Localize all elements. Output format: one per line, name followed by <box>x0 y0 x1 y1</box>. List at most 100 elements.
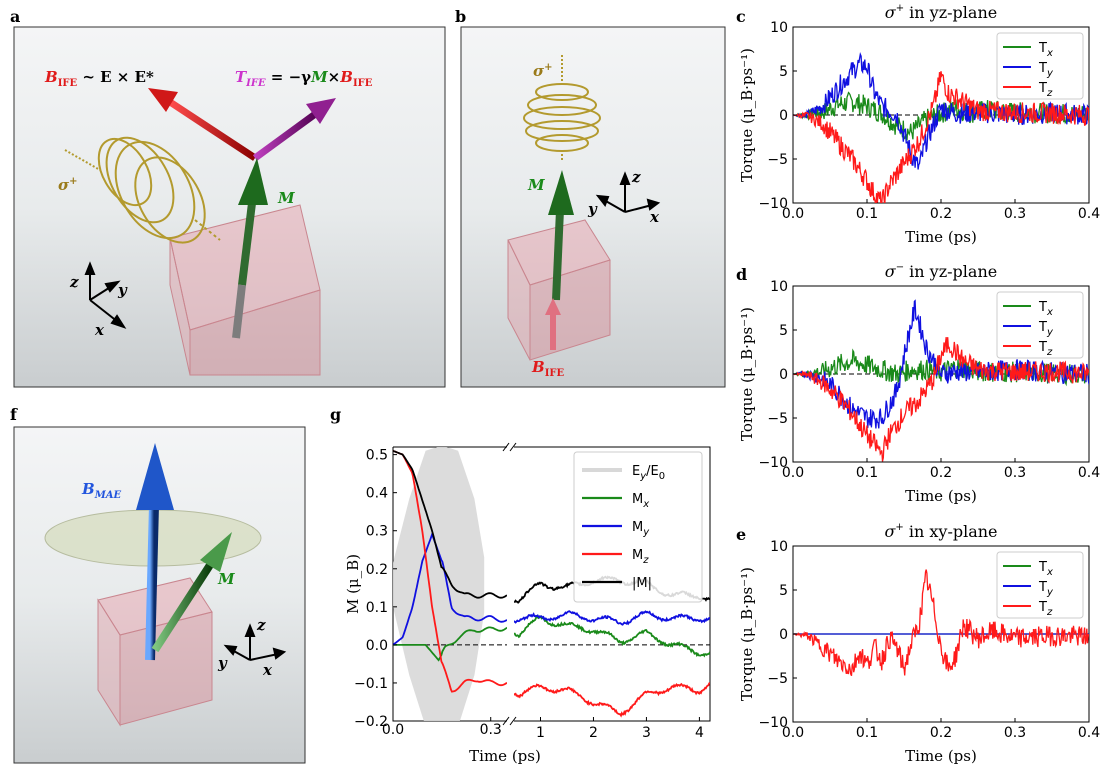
scene-f-m-arrow-icon <box>151 532 232 653</box>
chart-g-legend-label-4: |M| <box>632 576 652 591</box>
panel-label-a: a <box>10 7 20 26</box>
chart-c-series-y <box>793 52 1089 170</box>
chart-e-series-z <box>793 569 1089 677</box>
chart-e-xtick-label: 0.4 <box>1078 725 1100 741</box>
chart-c-xtick-label: 0.2 <box>930 206 952 222</box>
chart-c-series-x <box>793 91 1089 141</box>
chart-c-xtick-label: 0.0 <box>782 206 804 222</box>
chart-d-legend: Tx Ty Tz <box>996 291 1084 359</box>
chart-d-ytick-label: 0 <box>779 367 788 383</box>
scene-b: σ+ M BIFE z y x <box>460 26 726 388</box>
chart-c-legend-label-y: Ty <box>1038 61 1054 79</box>
scene-f-m-label: M <box>217 570 235 588</box>
scene-b-cube-left <box>507 239 531 361</box>
chart-g-xtick-label: 0.3 <box>480 722 502 738</box>
chart-e-xtick-label: 0.2 <box>930 725 952 741</box>
chart-d-ytick-label: −5 <box>767 411 788 427</box>
chart-c-xtick-label: 0.1 <box>856 206 878 222</box>
chart-e-legend-label-y: Ty <box>1038 580 1054 598</box>
chart-c-xtick-label: 0.4 <box>1078 206 1100 222</box>
chart-c-title: σ+ in yz-plane <box>885 3 997 22</box>
panel-label-f: f <box>10 405 18 424</box>
scene-f-bmae-label: BMAE <box>81 480 122 501</box>
chart-g-series-y-left <box>393 532 507 646</box>
chart-g-legend: Ey/E0 Mx My Mz |M| <box>573 451 703 603</box>
scene-b-m-label: M <box>527 176 545 194</box>
chart-d-xtick-label: 0.1 <box>856 465 878 481</box>
scene-a-cube-left <box>169 237 191 376</box>
chart-d-title: σ− in yz-plane <box>885 262 997 281</box>
chart-c-legend-label-x: Tx <box>1038 41 1053 59</box>
chart-c-ylabel: Torque (μ_B·ps⁻¹) <box>738 48 756 182</box>
chart-g-legend-label-0: Ey/E0 <box>632 464 665 482</box>
chart-d: σ− in yz-plane Time (ps) Torque (μ_B·ps⁻… <box>738 262 1100 505</box>
chart-c-series-z <box>793 71 1089 203</box>
chart-g-xtick-label: 1 <box>536 725 545 741</box>
chart-e-legend-label-x: Tx <box>1038 560 1053 578</box>
chart-g-ytick-label: 0.0 <box>366 638 388 654</box>
chart-d-legend-box <box>996 291 1084 359</box>
chart-g: Time (ps) M (μ_B) 0.5 0.4 0.3 0.2 0.1 0.0 −0.1… <box>344 442 711 765</box>
panel-label-b: b <box>455 7 466 26</box>
scene-f-cube-left <box>97 598 121 727</box>
chart-g-legend-label-2: My <box>632 520 650 538</box>
panel-label-d: d <box>736 265 747 284</box>
scene-f-axes-icon <box>223 623 287 661</box>
chart-e-xlabel: Time (ps) <box>905 747 977 765</box>
panel-label-c: c <box>736 7 746 26</box>
chart-g-series-x-left <box>393 626 507 662</box>
tife-arrow-icon <box>252 98 336 161</box>
chart-c-ytick-label: 10 <box>770 20 788 36</box>
chart-g-ytick-label: −0.2 <box>354 714 388 730</box>
chart-g-ytick-label: 0.4 <box>366 486 388 502</box>
chart-g-series-z-left <box>393 449 507 693</box>
scene-a-bife-label: BIFE ~ E × E* <box>44 68 154 89</box>
chart-g-series-x-right <box>514 614 710 658</box>
chart-e-ytick-label: −5 <box>767 671 788 687</box>
m-arrow-icon <box>232 158 268 339</box>
chart-g-xtick-label: 3 <box>642 725 651 741</box>
chart-g-ytick-label: 0.2 <box>366 562 388 578</box>
chart-c-ticks: 0.0 0.1 0.2 0.3 0.4 10 5 0 −5 −10 <box>758 20 1100 222</box>
chart-d-xtick-label: 0.3 <box>1004 465 1026 481</box>
chart-g-ytick-label: 0.5 <box>366 448 388 464</box>
chart-c-legend: Tx Ty Tz <box>996 32 1084 100</box>
scene-f-bmae-arrow-icon <box>136 443 174 661</box>
chart-d-series-x <box>793 348 1089 387</box>
chart-e-ylabel: Torque (μ_B·ps⁻¹) <box>738 567 756 701</box>
chart-g-legend-label-1: Mx <box>632 492 649 510</box>
scene-f-axis-y: y <box>217 654 228 672</box>
scene-b-bife-arrow-icon <box>545 298 561 350</box>
scene-b-axis-z: z <box>631 168 641 186</box>
chart-c-xlabel: Time (ps) <box>905 228 977 246</box>
chart-g-field-envelope <box>393 447 485 721</box>
chart-e-xtick-label: 0.0 <box>782 725 804 741</box>
chart-g-xtick-label: 4 <box>695 725 704 741</box>
chart-e-title: σ+ in xy-plane <box>884 522 997 541</box>
chart-e-xtick-label: 0.1 <box>856 725 878 741</box>
scene-b-helix-icon <box>523 55 601 162</box>
chart-c-legend-box <box>996 32 1084 100</box>
panel-label-e: e <box>736 525 746 544</box>
chart-e-xtick-label: 0.3 <box>1004 725 1026 741</box>
chart-c-ytick-label: −5 <box>767 152 788 168</box>
panel-label-g: g <box>330 405 341 424</box>
scene-a: BIFE ~ E × E* TIFE = −γM×BIFE M σ+ z y x <box>13 26 446 388</box>
chart-d-ytick-label: 10 <box>770 279 788 295</box>
scene-a-axis-y: y <box>117 281 128 299</box>
chart-g-legend-box <box>573 451 703 603</box>
chart-d-legend-label-z: Tz <box>1038 340 1053 358</box>
chart-e: σ+ in xy-plane Time (ps) Torque (μ_B·ps⁻… <box>738 522 1100 765</box>
scene-b-bife-label: BIFE <box>531 358 564 379</box>
chart-c-xtick-label: 0.3 <box>1004 206 1026 222</box>
chart-d-ylabel: Torque (μ_B·ps⁻¹) <box>738 307 756 441</box>
chart-g-legend-label-3: Mz <box>632 548 649 566</box>
scene-f-axis-z: z <box>256 616 266 634</box>
chart-d-series-z <box>793 337 1089 462</box>
chart-d-ytick-label: −10 <box>758 455 788 471</box>
chart-d-plot-area <box>793 299 1089 462</box>
scene-a-m-label: M <box>277 189 295 207</box>
chart-d-xlabel: Time (ps) <box>905 487 977 505</box>
scene-a-helix-icon <box>64 136 221 244</box>
chart-c-ytick-label: 0 <box>779 108 788 124</box>
